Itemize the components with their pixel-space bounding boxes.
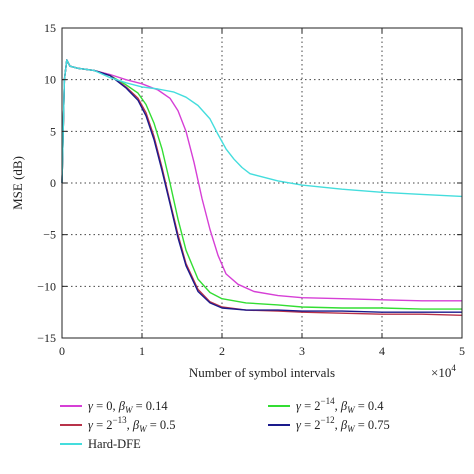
tick-labels: 0 1 2 3 4 5 15 10 5 0 −5 −10 −15 [37,21,465,358]
series-line-4 [61,59,462,313]
x-tick-label: 2 [219,344,225,358]
x-tick-label: 5 [459,344,465,358]
x-axis-multiplier: ×104 [431,363,456,380]
series-line-3 [61,59,463,316]
legend: γ = 0, βW = 0.14 γ = 2−14, βW = 0.4γ = 2−… [60,396,390,451]
legend-item-1: γ = 0, βW = 0.14 [60,399,168,415]
axis-ticks [61,27,463,339]
legend-item-4: γ = 2−12, βW = 0.75 [268,415,390,434]
series-line-2 [61,59,462,310]
x-multiplier-base: ×10 [431,365,451,380]
y-tick-label: −5 [43,228,56,242]
grid [62,28,462,338]
legend-label: γ = 0, βW = 0.14 [88,399,168,415]
legend-label: γ = 2−12, βW = 0.75 [296,415,390,434]
legend-item-2: γ = 2−14, βW = 0.4 [268,396,384,415]
y-tick-label: −10 [37,279,56,293]
y-tick-label: −15 [37,331,56,345]
x-axis-label: Number of symbol intervals [189,365,335,380]
series-line-1 [61,59,462,302]
y-tick-label: 10 [44,73,56,87]
legend-label: γ = 2−14, βW = 0.4 [296,396,384,415]
legend-item-5: Hard-DFE [60,437,141,451]
series-line-5 [61,59,463,198]
x-tick-label: 3 [299,344,305,358]
x-tick-label: 4 [379,344,385,358]
legend-item-3: γ = 2−13, βW = 0.5 [60,415,176,434]
legend-label: γ = 2−13, βW = 0.5 [88,415,176,434]
y-tick-label: 0 [50,176,56,190]
y-axis-label: MSE (dB) [10,156,25,210]
x-tick-label: 1 [139,344,145,358]
y-tick-label: 15 [44,21,56,35]
series-lines [61,59,463,316]
legend-label: Hard-DFE [88,437,141,451]
x-tick-label: 0 [59,344,65,358]
y-tick-label: 5 [50,124,56,138]
x-multiplier-exponent: 4 [451,363,456,373]
